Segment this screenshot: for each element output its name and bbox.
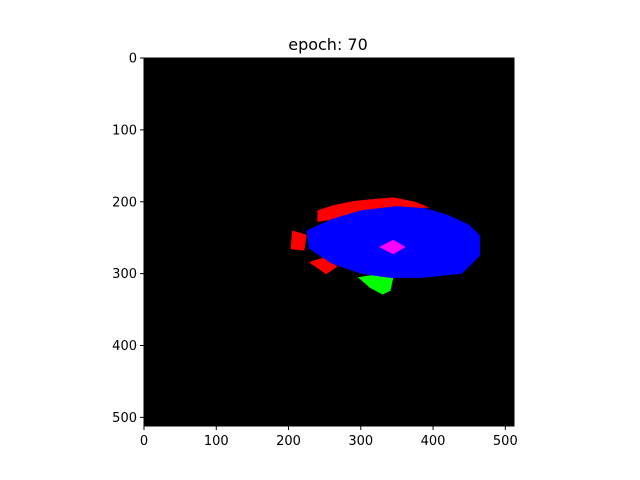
x-tick-label: 0 xyxy=(140,434,148,449)
y-axis: 0 100 200 300 400 500 xyxy=(112,52,144,426)
y-tick-label: 100 xyxy=(112,123,137,138)
x-tick-label: 200 xyxy=(276,434,301,449)
y-tick-label: 500 xyxy=(112,411,137,426)
x-tick-label: 100 xyxy=(204,434,229,449)
y-tick-label: 400 xyxy=(112,339,137,354)
axes-frame xyxy=(143,57,515,427)
chart-title: epoch: 70 xyxy=(288,35,368,54)
y-tick-label: 200 xyxy=(112,195,137,210)
region-3 xyxy=(357,275,394,295)
region-2 xyxy=(308,257,338,275)
image-regions xyxy=(290,197,480,295)
x-axis: 0 100 200 300 400 500 xyxy=(140,426,518,449)
region-1 xyxy=(290,230,307,251)
y-tick-label: 0 xyxy=(129,52,137,67)
region-5 xyxy=(378,239,406,255)
x-tick-label: 300 xyxy=(348,434,373,449)
y-tick-label: 300 xyxy=(112,267,137,282)
x-tick-label: 400 xyxy=(421,434,446,449)
x-tick-label: 500 xyxy=(493,434,518,449)
